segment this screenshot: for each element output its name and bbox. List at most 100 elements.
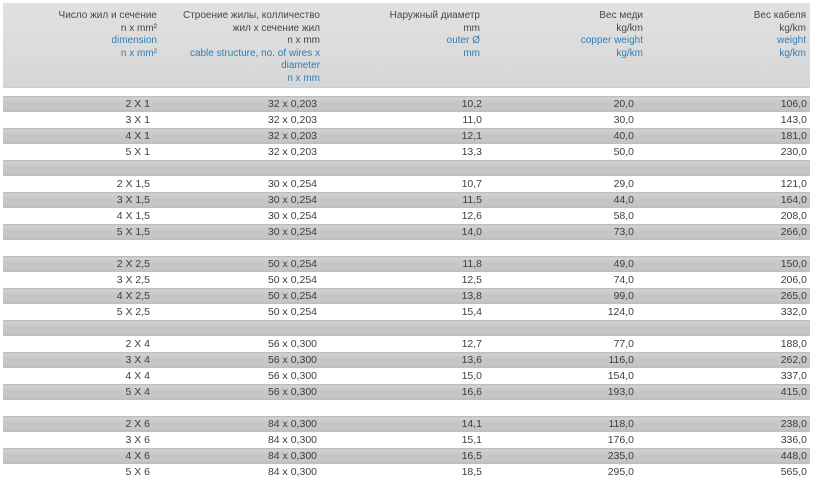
table-cell: 4 X 6	[125, 450, 150, 462]
table-cell: 32 x 0,203	[267, 98, 317, 110]
table-cell: 5 X 1,5	[116, 226, 150, 238]
table-cell: 565,0	[780, 466, 807, 478]
table-cell: 11,8	[462, 258, 482, 270]
table-row: 2 X 6 84 x 0,300 14,1 118,0 238,0	[3, 416, 810, 432]
table-cell: 30 x 0,254	[267, 226, 317, 238]
table-cell: 73,0	[613, 226, 634, 238]
column-header-line-ru: Вес меди	[599, 10, 643, 21]
table-cell: 193,0	[607, 386, 634, 398]
table-cell: 124,0	[607, 306, 634, 318]
column-header-line-ru: Наружный диаметр	[389, 10, 480, 21]
column-header-cable-weight: Вес кабеля kg/km weight kg/km	[650, 3, 810, 87]
table-row: 3 X 1,5 30 x 0,254 11,5 44,0 164,0	[3, 192, 810, 208]
table-cell: 181,0	[780, 130, 807, 142]
table-row: 4 X 4 56 x 0,300 15,0 154,0 337,0	[3, 368, 810, 384]
table-cell: 12,7	[461, 338, 482, 350]
table-cell: 29,0	[613, 178, 634, 190]
table-row: 5 X 1 32 x 0,203 13,3 50,0 230,0	[3, 144, 810, 160]
column-header-line-en: copper weight	[580, 35, 643, 46]
table-cell: 5 X 2,5	[116, 306, 150, 318]
table-row: 5 X 2,5 50 x 0,254 15,4 124,0 332,0	[3, 304, 810, 320]
table-cell: 30 x 0,254	[267, 178, 317, 190]
column-header-line-en: kg/km	[779, 47, 806, 59]
table-cell: 77,0	[613, 338, 634, 350]
table-cell: 3 X 1,5	[116, 194, 150, 206]
table-cell: 262,0	[780, 354, 807, 366]
table-cell: 4 X 4	[125, 370, 150, 382]
table-cell: 50 x 0,254	[267, 258, 317, 270]
table-cell: 44,0	[613, 194, 634, 206]
table-cell: 15,0	[461, 370, 482, 382]
table-cell: 84 x 0,300	[267, 434, 317, 446]
table-cell: 337,0	[780, 370, 807, 382]
table-cell: 56 x 0,300	[267, 338, 317, 350]
table-row: 5 X 1,5 30 x 0,254 14,0 73,0 266,0	[3, 224, 810, 240]
table-row: 3 X 2,5 50 x 0,254 12,5 74,0 206,0	[3, 272, 810, 288]
table-row: 4 X 1 32 x 0,203 12,1 40,0 181,0	[3, 128, 810, 144]
table-cell: 4 X 2,5	[116, 290, 150, 302]
table-cell: 84 x 0,300	[267, 466, 317, 478]
table-cell: 84 x 0,300	[267, 450, 317, 462]
separator-row	[3, 160, 810, 176]
table-cell: 3 X 4	[125, 354, 150, 366]
table-cell: 30 x 0,254	[267, 210, 317, 222]
column-header-copper-weight: Вес меди kg/km copper weight kg/km	[490, 3, 650, 87]
column-header-line-ru: Число жил и сечение	[58, 10, 157, 21]
column-header-line-en: n x mm²	[120, 47, 157, 59]
table-cell: 5 X 4	[125, 386, 150, 398]
table-cell: 18,5	[461, 466, 482, 478]
table-row: 2 X 1 32 x 0,203 10,2 20,0 106,0	[3, 96, 810, 112]
table-cell: 10,7	[461, 178, 482, 190]
table-cell: 3 X 1	[125, 114, 150, 126]
table-cell: 30 x 0,254	[267, 194, 317, 206]
table-cell: 154,0	[607, 370, 634, 382]
table-cell: 32 x 0,203	[267, 146, 317, 158]
table-cell: 13,6	[461, 354, 482, 366]
table-cell: 58,0	[613, 210, 634, 222]
table-cell: 150,0	[780, 258, 807, 270]
table-cell: 13,3	[461, 146, 482, 158]
table-cell: 188,0	[780, 338, 807, 350]
table-cell: 2 X 4	[125, 338, 150, 350]
column-header-line-ru: n x mm²	[120, 22, 157, 34]
table-cell: 3 X 2,5	[116, 274, 150, 286]
separator-row	[3, 240, 810, 256]
table-cell: 32 x 0,203	[267, 114, 317, 126]
table-cell: 56 x 0,300	[267, 386, 317, 398]
column-header-line-en: weight	[777, 35, 806, 46]
table-cell: 99,0	[613, 290, 634, 302]
table-cell: 12,1	[461, 130, 482, 142]
table-row: 3 X 1 32 x 0,203 11,0 30,0 143,0	[3, 112, 810, 128]
table-cell: 2 X 6	[125, 418, 150, 430]
table-cell: 415,0	[780, 386, 807, 398]
column-header-line-ru: n x mm	[287, 35, 320, 46]
cable-spec-table: Число жил и сечение n x mm² dimension n x m…	[3, 3, 810, 480]
table-cell: 265,0	[780, 290, 807, 302]
table-cell: 11,5	[462, 194, 482, 206]
table-cell: 50 x 0,254	[267, 290, 317, 302]
table-cell: 332,0	[780, 306, 807, 318]
table-cell: 14,0	[461, 226, 482, 238]
table-cell: 336,0	[780, 434, 807, 446]
column-header-line-ru: kg/km	[779, 22, 806, 34]
table-cell: 11,0	[462, 114, 482, 126]
column-header-line-en: mm	[463, 47, 480, 59]
column-header-line-en: diameter	[281, 60, 320, 71]
table-cell: 50 x 0,254	[267, 306, 317, 318]
table-cell: 30,0	[613, 114, 634, 126]
table-cell: 295,0	[607, 466, 634, 478]
table-row: 3 X 6 84 x 0,300 15,1 176,0 336,0	[3, 432, 810, 448]
table-cell: 49,0	[613, 258, 634, 270]
table-row: 2 X 2,5 50 x 0,254 11,8 49,0 150,0	[3, 256, 810, 272]
table-row: 4 X 2,5 50 x 0,254 13,8 99,0 265,0	[3, 288, 810, 304]
separator-row	[3, 400, 810, 416]
table-cell: 40,0	[613, 130, 634, 142]
column-header-line-en: cable structure, no. of wires x	[189, 47, 320, 59]
column-header-line-ru: Вес кабеля	[753, 10, 806, 21]
table-cell: 14,1	[461, 418, 482, 430]
table-cell: 12,5	[461, 274, 482, 286]
column-header-line-en: dimension	[111, 35, 157, 46]
table-cell: 2 X 1	[125, 98, 150, 110]
table-cell: 56 x 0,300	[267, 370, 317, 382]
